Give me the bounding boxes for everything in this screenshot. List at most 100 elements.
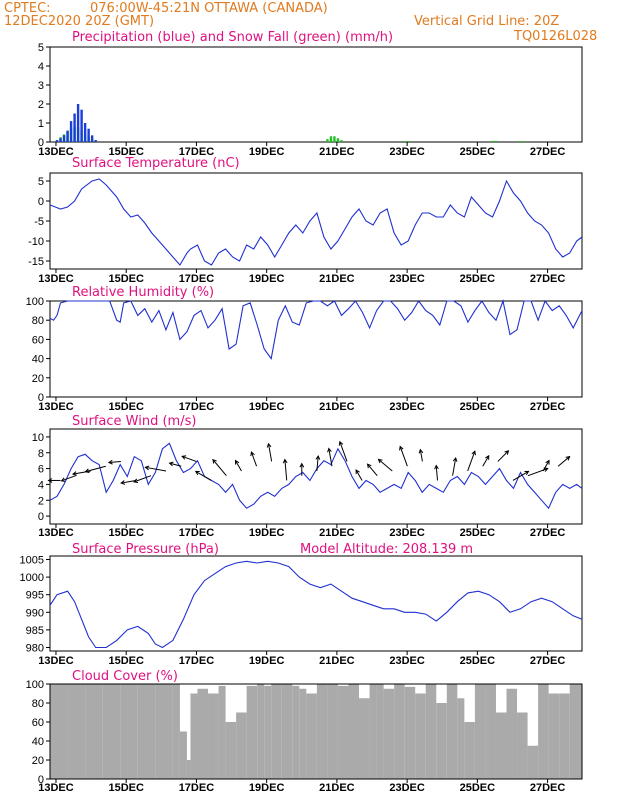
snow-fall-bar bbox=[333, 136, 336, 142]
wind-arrow-head bbox=[60, 477, 66, 482]
cloud-bar bbox=[236, 712, 247, 779]
temp-frame bbox=[49, 172, 583, 270]
temp-series-line bbox=[49, 178, 583, 266]
cloud-bar bbox=[85, 684, 103, 779]
cloud-bar bbox=[257, 684, 265, 779]
rh-title: Relative Humidity (%) bbox=[72, 285, 214, 300]
wind-arrow-head bbox=[545, 459, 550, 465]
x-tick-label: 13DEC bbox=[38, 782, 74, 794]
header-location: 076:00W-45:21N OTTAWA (CANADA) bbox=[90, 1, 328, 16]
x-tick-label: 19DEC bbox=[249, 273, 285, 285]
y-tick-label: 20 bbox=[32, 373, 44, 385]
cloud-bar bbox=[348, 684, 360, 779]
x-tick-label: 27DEC bbox=[530, 527, 566, 539]
snow-fall-bar bbox=[522, 141, 526, 142]
wind-arrow bbox=[527, 468, 548, 477]
wind-arrow bbox=[268, 443, 273, 462]
y-tick-label: 0 bbox=[38, 774, 44, 786]
x-tick-label: 17DEC bbox=[179, 527, 215, 539]
x-tick-label: 17DEC bbox=[179, 146, 215, 158]
cloud-bar bbox=[436, 703, 447, 779]
x-tick-label: 19DEC bbox=[249, 401, 285, 413]
wind-arrow bbox=[235, 460, 242, 472]
y-tick-label: 2 bbox=[38, 99, 44, 111]
y-tick-label: 0 bbox=[38, 511, 44, 523]
snow-fall-bar bbox=[519, 141, 522, 142]
precipitation-bar bbox=[76, 104, 80, 142]
cloud-bar bbox=[102, 684, 121, 779]
cloud-bar bbox=[359, 698, 370, 779]
temp-panel: 13DEC 15DEC 17DEC 19DEC 21DEC 23DEC 25DEC 27DEC… bbox=[28, 172, 583, 285]
wind-arrow-head bbox=[250, 451, 255, 457]
snow-fall-bar bbox=[326, 139, 329, 142]
cloud-bar bbox=[569, 684, 582, 779]
wind-arrow-head bbox=[144, 465, 150, 471]
pressure-panel: 13DEC 15DEC 17DEC 19DEC 21DEC 23DEC 25DEC 27DEC… bbox=[20, 555, 583, 667]
precipitation-bar bbox=[66, 130, 69, 142]
x-tick-label: 19DEC bbox=[249, 782, 285, 794]
wind-arrow-head bbox=[418, 448, 424, 454]
x-tick-label: 17DEC bbox=[179, 273, 215, 285]
header-source: CPTEC: bbox=[4, 1, 51, 16]
cloud-bar bbox=[383, 688, 395, 779]
snow-fall-bar bbox=[494, 140, 498, 142]
precipitation-bar bbox=[69, 121, 73, 142]
x-tick-label: 19DEC bbox=[249, 146, 285, 158]
x-tick-label: 23DEC bbox=[389, 146, 425, 158]
cloud-bar bbox=[485, 684, 496, 779]
x-tick-label: 23DEC bbox=[389, 527, 425, 539]
x-tick-label: 21DEC bbox=[319, 401, 355, 413]
cloud-bar bbox=[155, 684, 173, 779]
wind-arrow bbox=[108, 460, 121, 464]
cloud-bar bbox=[172, 684, 180, 779]
wind-arrow bbox=[355, 469, 363, 481]
wind-arrow-head bbox=[71, 471, 77, 476]
y-tick-label: -10 bbox=[28, 236, 44, 248]
y-tick-label: 80 bbox=[32, 315, 44, 327]
cloud-bar bbox=[299, 688, 307, 779]
wind-panel: 13DEC 15DEC 17DEC 19DEC 21DEC 23DEC 25DEC 27DEC… bbox=[32, 428, 583, 539]
y-tick-label: 100 bbox=[26, 296, 44, 308]
wind-arrow-head bbox=[366, 463, 372, 469]
wind-arrow-head bbox=[377, 458, 383, 464]
wind-arrow-head bbox=[299, 462, 305, 468]
wind-arrow bbox=[557, 456, 570, 467]
wind-arrow bbox=[542, 460, 550, 472]
x-tick-label: 25DEC bbox=[460, 273, 496, 285]
cloud-bar bbox=[538, 684, 549, 779]
x-tick-label: 13DEC bbox=[38, 273, 74, 285]
y-tick-label: 6 bbox=[38, 464, 44, 476]
cloud-bar bbox=[506, 688, 518, 779]
wind-arrow bbox=[339, 441, 348, 462]
pressure-series-line bbox=[49, 560, 583, 649]
wind-arrow-head bbox=[212, 458, 217, 464]
x-tick-label: 27DEC bbox=[530, 273, 566, 285]
x-tick-label: 25DEC bbox=[460, 655, 496, 667]
cloud-bar bbox=[271, 684, 282, 779]
wind-arrow-head bbox=[84, 468, 90, 474]
snow-fall-bar bbox=[403, 141, 406, 142]
wind-arrow bbox=[399, 446, 408, 467]
cloud-bar bbox=[120, 684, 138, 779]
wind-arrow-head bbox=[504, 450, 510, 455]
y-tick-label: 0 bbox=[38, 196, 44, 208]
y-tick-label: 60 bbox=[32, 717, 44, 729]
x-tick-label: 15DEC bbox=[108, 782, 144, 794]
y-tick-label: 10 bbox=[32, 432, 44, 444]
snow-fall-bar bbox=[406, 141, 410, 142]
cloud-bar bbox=[292, 685, 300, 779]
cloud-bar bbox=[186, 760, 191, 779]
cloud-bar bbox=[246, 685, 258, 779]
x-tick-label: 27DEC bbox=[530, 782, 566, 794]
wind-arrow-head bbox=[565, 455, 571, 461]
y-tick-label: 1000 bbox=[20, 572, 44, 584]
wind-arrow bbox=[435, 465, 439, 481]
x-tick-label: 23DEC bbox=[389, 401, 425, 413]
snow-fall-bar bbox=[336, 138, 340, 142]
wind-arrow-head bbox=[524, 470, 530, 476]
wind-arrow bbox=[195, 471, 212, 481]
cloud-bar bbox=[281, 684, 293, 779]
x-tick-label: 23DEC bbox=[389, 782, 425, 794]
y-tick-label: 990 bbox=[26, 607, 44, 619]
